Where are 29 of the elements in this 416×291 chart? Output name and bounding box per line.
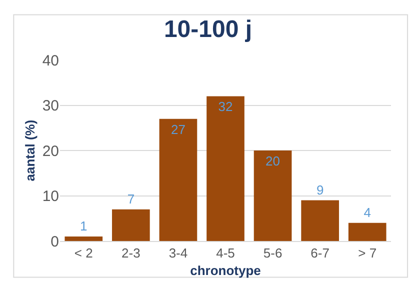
x-tick-label: 3-4	[168, 246, 188, 261]
x-tick-label: 6-7	[310, 246, 330, 261]
data-label: 9	[316, 182, 324, 198]
data-label: 20	[266, 154, 280, 168]
y-tick-label: 0	[50, 233, 59, 250]
x-tick-label: 2-3	[122, 246, 140, 261]
bar	[206, 96, 244, 241]
bar	[348, 222, 386, 241]
y-tick-label: 10	[42, 188, 59, 205]
y-tick-label: 40	[42, 52, 59, 70]
x-tick-label: 5-6	[263, 246, 282, 261]
data-label: 7	[127, 191, 135, 206]
bar	[112, 209, 150, 241]
bar	[64, 236, 103, 241]
bar	[301, 200, 339, 241]
y-tick-label: 30	[42, 98, 59, 114]
x-tick-label: < 2	[74, 246, 93, 261]
bar	[159, 118, 198, 241]
x-tick-label: 4-5	[216, 246, 235, 261]
data-label: 27	[170, 122, 186, 137]
data-label: 1	[80, 218, 88, 234]
data-label: 4	[364, 204, 371, 220]
x-axis-title: chronotype	[190, 263, 261, 278]
y-tick-label: 20	[42, 142, 59, 160]
data-label: 32	[218, 99, 233, 114]
y-axis-title: aantal (%)	[22, 120, 38, 182]
chart-title: 10-100 j	[164, 16, 252, 44]
x-tick-label: > 7	[358, 246, 377, 261]
bar	[254, 150, 292, 241]
